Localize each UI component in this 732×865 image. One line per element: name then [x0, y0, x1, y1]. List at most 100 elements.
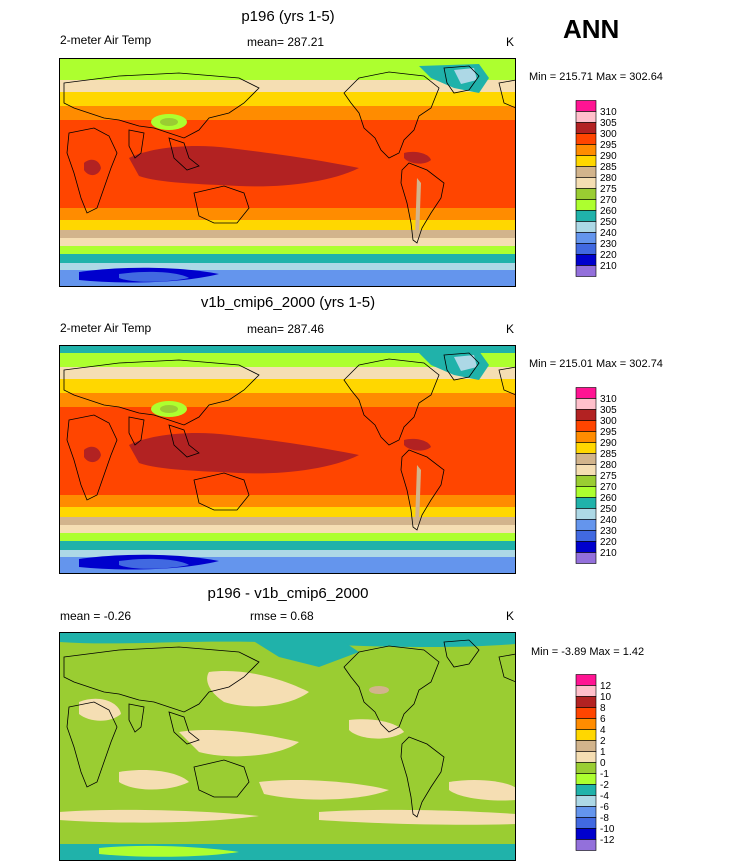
panel3-mean-label: mean = -0.26 — [60, 609, 132, 623]
colorbar-swatch — [575, 828, 597, 840]
panel1-minmax: Min = 215.71 Max = 302.64 — [529, 71, 663, 83]
andes — [415, 465, 421, 525]
colorbar-label: 305 — [600, 405, 617, 416]
colorbar-label: 260 — [600, 206, 617, 217]
temperature-band — [59, 533, 516, 541]
diff-positive-patch — [319, 809, 516, 825]
coastline-seasia — [168, 137, 200, 171]
colorbar-label: 310 — [600, 394, 617, 405]
colorbar-label: 260 — [600, 493, 617, 504]
colorbar-swatch — [575, 144, 597, 156]
temperature-band — [59, 238, 516, 246]
warm-patch — [404, 151, 431, 164]
colorbar-swatch — [575, 718, 597, 730]
colorbar-label: 310 — [600, 107, 617, 118]
diff-positive-patch — [79, 698, 121, 721]
colorbar-label: -1 — [600, 769, 609, 780]
colorbar-label: -12 — [600, 835, 615, 846]
coastlines — [63, 352, 516, 531]
colorbar-swatch — [575, 740, 597, 752]
coastlines — [63, 65, 516, 244]
colorbar-label: 275 — [600, 471, 617, 482]
panel3-map — [59, 632, 516, 861]
colorbar-swatch — [575, 806, 597, 818]
colorbar-swatch — [575, 795, 597, 807]
colorbar-label: 280 — [600, 173, 617, 184]
colorbar-label: 240 — [600, 228, 617, 239]
colorbar-label: -4 — [600, 791, 609, 802]
colorbar-label: -8 — [600, 813, 609, 824]
coastline-africa — [66, 127, 118, 214]
coastlines — [63, 639, 516, 818]
colorbar-label: -10 — [600, 824, 615, 835]
coastline-australia — [193, 185, 250, 224]
colorbar-swatch — [575, 486, 597, 498]
colorbar-swatch — [575, 751, 597, 763]
colorbar-label: 10 — [600, 692, 612, 703]
panel2-variable-label: 2-meter Air Temp — [60, 321, 152, 335]
colorbar-label: 295 — [600, 427, 617, 438]
coastline-samerica — [400, 736, 445, 818]
panel3-rmse-label: rmse = 0.68 — [250, 609, 314, 623]
panel1-variable-label: 2-meter Air Temp — [60, 33, 152, 47]
coastline-india — [128, 703, 145, 733]
warm-patch — [84, 159, 101, 176]
colorbar-swatch — [575, 442, 597, 454]
tibet-core — [160, 118, 178, 126]
colorbar-swatch — [575, 508, 597, 520]
panel2-colorbar: 3103053002952902852802752702602502402302… — [575, 387, 617, 564]
warm-patch — [84, 446, 101, 463]
diff-positive-patch — [449, 779, 516, 801]
coastline-europe — [498, 366, 516, 396]
greenland-cold — [454, 355, 477, 371]
temperature-band — [59, 208, 516, 220]
andes — [415, 178, 421, 238]
colorbar-label: 285 — [600, 162, 617, 173]
temperature-band — [59, 80, 516, 92]
colorbar-swatch — [575, 199, 597, 211]
colorbar-swatch — [575, 420, 597, 432]
temperature-band — [59, 230, 516, 238]
diff-positive-patch — [349, 719, 404, 739]
map-frame — [59, 632, 516, 861]
colorbar-label: 270 — [600, 195, 617, 206]
temperature-band — [59, 379, 516, 393]
diff-positive-patch — [207, 671, 309, 707]
diff-positive-patch — [179, 730, 299, 757]
colorbar-label: 230 — [600, 526, 617, 537]
colorbar-swatch — [575, 155, 597, 167]
colorbar-label: 230 — [600, 239, 617, 250]
temperature-band — [59, 263, 516, 270]
colorbar-label: 210 — [600, 261, 617, 272]
map-frame — [59, 345, 516, 574]
temperature-band — [59, 345, 516, 353]
colorbar-swatch — [575, 188, 597, 200]
colorbar-swatch — [575, 122, 597, 134]
colorbar-swatch — [575, 497, 597, 509]
colorbar-label: 6 — [600, 714, 606, 725]
colorbar-label: 305 — [600, 118, 617, 129]
panel3-units: K — [506, 609, 515, 623]
panel1-title: p196 (yrs 1-5) — [241, 8, 335, 25]
panel2-title: v1b_cmip6_2000 (yrs 1-5) — [200, 294, 376, 311]
temperature-band — [59, 495, 516, 507]
diff-positive-patch — [259, 779, 389, 800]
temperature-band — [59, 254, 516, 263]
coastline-europe — [498, 653, 516, 683]
temperature-band — [59, 353, 516, 367]
colorbar-label: 12 — [600, 681, 612, 692]
colorbar-swatch — [575, 100, 597, 112]
panel1-units: K — [506, 35, 515, 49]
season-label: ANN — [563, 14, 620, 44]
temperature-band — [59, 246, 516, 254]
warm-pool — [129, 433, 359, 474]
colorbar-label: -2 — [600, 780, 609, 791]
coastline-europe — [498, 79, 516, 109]
colorbar-label: 2 — [600, 736, 606, 747]
colorbar-label: 290 — [600, 151, 617, 162]
colorbar-swatch — [575, 111, 597, 123]
colorbar-label: 4 — [600, 725, 606, 736]
temperature-band — [59, 220, 516, 230]
colorbar-swatch — [575, 674, 597, 686]
